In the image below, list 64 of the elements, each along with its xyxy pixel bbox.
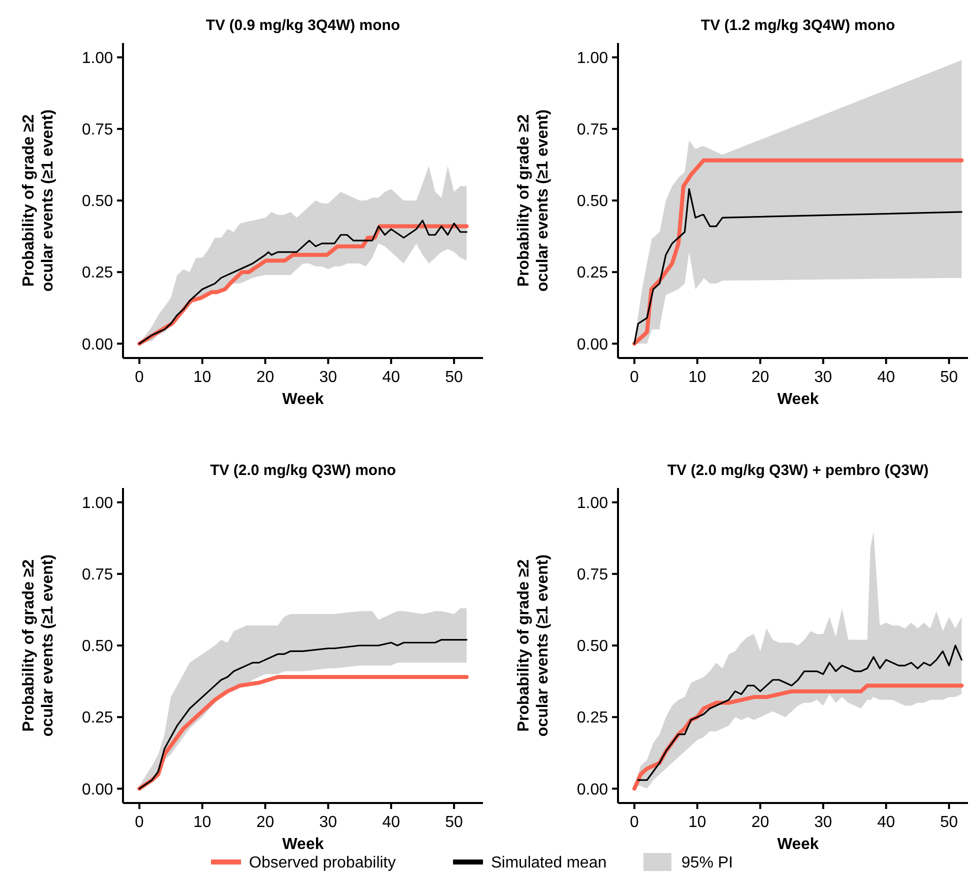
y-tick-label: 0.50: [576, 638, 608, 656]
x-tick-label: 50: [445, 369, 464, 386]
x-tick-label: 10: [193, 369, 212, 386]
chart-title: TV (2.0 mg/kg Q3W) + pembro (Q3W): [667, 462, 929, 479]
x-tick-label: 20: [751, 814, 770, 831]
line-series: [637, 644, 962, 781]
x-tick-label: 0: [134, 814, 144, 831]
y-tick-label: 0.75: [82, 122, 114, 139]
x-tick-label: 50: [445, 814, 464, 831]
x-tick-label: 20: [256, 369, 274, 386]
x-tick-label: 10: [193, 814, 212, 831]
line-series: [138, 638, 468, 790]
x-tick-label: 40: [382, 369, 400, 386]
y-tick-label: 0.75: [576, 566, 608, 584]
x-tick-label: 20: [256, 814, 274, 831]
chart-title: TV (1.2 mg/kg 3Q4W) mono: [700, 17, 896, 34]
x-axis-title: Week: [777, 836, 819, 853]
x-tick-label: 40: [877, 369, 896, 386]
y-tick-label: 1.00: [82, 50, 114, 67]
y-tick-label: 0.50: [82, 193, 114, 210]
y-tick-label: 0.25: [82, 264, 114, 282]
line-series: [137, 675, 469, 791]
x-tick-label: 40: [877, 814, 896, 831]
y-axis-title: Probability of grade ≥2 ocular events (≥1 event): [515, 109, 552, 292]
x-tick-label: 50: [940, 814, 958, 831]
y-tick-label: 0.25: [82, 710, 114, 727]
y-tick-label: 1.00: [576, 50, 608, 67]
x-tick-label: 10: [688, 369, 706, 386]
y-axis-title: Probability of grade ≥2 ocular events (≥1 event): [20, 554, 57, 737]
x-tick-label: 30: [319, 814, 338, 831]
line-series: [632, 158, 964, 346]
y-axis-title: Probability of grade ≥2 ocular events (≥1 event): [20, 109, 57, 292]
line-series: [634, 188, 962, 344]
x-tick-label: 30: [814, 814, 832, 831]
x-tick-label: 30: [814, 369, 832, 386]
y-tick-label: 0.00: [576, 781, 608, 798]
chart-title: TV (0.9 mg/kg 3Q4W) mono: [206, 17, 400, 34]
y-tick-label: 1.00: [576, 494, 608, 512]
y-tick-label: 0.50: [82, 638, 114, 656]
y-tick-label: 0.75: [82, 566, 114, 584]
legend-label: Simulated mean: [491, 854, 607, 872]
x-tick-label: 40: [382, 814, 400, 831]
x-tick-label: 50: [940, 369, 958, 386]
y-tick-label: 0.50: [576, 193, 608, 210]
x-tick-label: 30: [319, 369, 338, 386]
x-tick-label: 10: [688, 814, 706, 831]
x-tick-label: 0: [134, 369, 144, 386]
x-tick-label: 20: [751, 369, 770, 386]
x-axis-title: Week: [777, 391, 819, 408]
y-axis-title: Probability of grade ≥2 ocular events (≥1 event): [515, 554, 552, 737]
text: 95% PI: [681, 854, 733, 872]
x-axis-title: Week: [282, 391, 324, 408]
y-tick-label: 0.00: [576, 336, 608, 354]
y-tick-label: 0.00: [82, 781, 114, 798]
y-tick-label: 0.25: [576, 264, 608, 282]
y-tick-label: 0.75: [576, 122, 608, 139]
x-axis-title: Week: [282, 836, 324, 853]
y-tick-label: 1.00: [82, 494, 114, 512]
x-tick-label: 0: [630, 369, 639, 386]
legend-label: Observed probability: [249, 854, 396, 872]
y-tick-label: 0.25: [576, 710, 608, 727]
y-tick-label: 0.00: [82, 336, 114, 354]
x-tick-label: 0: [630, 814, 639, 831]
chart-title: TV (2.0 mg/kg Q3W) mono: [210, 462, 396, 479]
